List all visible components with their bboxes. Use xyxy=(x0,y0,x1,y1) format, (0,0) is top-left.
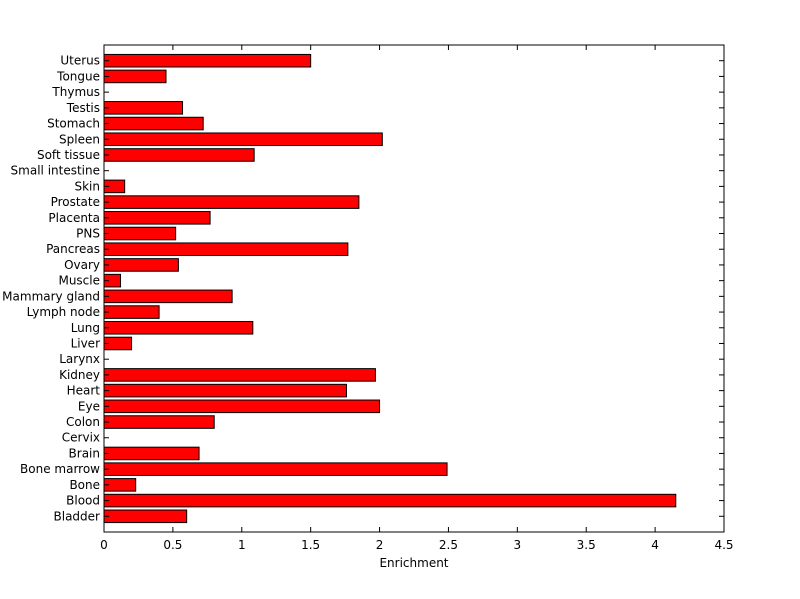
bar-lung xyxy=(103,320,254,335)
bar-spleen xyxy=(103,132,383,147)
x-tick-label: 1.5 xyxy=(301,538,320,552)
y-tick-label: Testis xyxy=(66,101,100,115)
x-tick-label: 0.5 xyxy=(163,538,182,552)
x-tick-label: 2 xyxy=(376,538,384,552)
y-tick-label: Uterus xyxy=(60,54,100,68)
x-axis: 0 0.5 1 1.5 2 2.5 3 3.5 4 4.5 xyxy=(100,45,734,552)
bar-uterus xyxy=(103,53,312,68)
y-tick-label: Small intestine xyxy=(11,164,100,178)
bar-kidney xyxy=(103,368,376,382)
bar-ovary xyxy=(103,258,179,272)
x-tick-label: 4.5 xyxy=(714,538,733,552)
y-tick-label: Eye xyxy=(78,399,100,413)
y-tick-label: Bone marrow xyxy=(20,462,100,476)
y-tick-label: Colon xyxy=(66,415,100,429)
bar-heart xyxy=(103,383,347,398)
y-tick-label: Larynx xyxy=(59,352,100,366)
y-tick-label: Ovary xyxy=(64,258,100,272)
bar-blood xyxy=(103,493,677,508)
bar-prostate xyxy=(103,195,360,209)
bar-brain xyxy=(103,446,200,461)
y-tick-label: Bone xyxy=(69,478,100,492)
bar-colon xyxy=(103,415,215,429)
bar-eye xyxy=(103,399,381,414)
bar-pns xyxy=(103,226,177,241)
y-tick-label: Placenta xyxy=(48,211,100,225)
bar-lymph-node xyxy=(103,305,160,319)
y-tick-label: Pancreas xyxy=(46,242,100,256)
y-tick-label: Muscle xyxy=(58,274,100,288)
bar-placenta xyxy=(103,211,211,225)
y-tick-label: Soft tissue xyxy=(37,148,100,162)
y-tick-label: PNS xyxy=(76,227,100,241)
bar-tongue xyxy=(103,69,167,84)
y-tick-label: Blood xyxy=(66,494,100,508)
x-tick-label: 0 xyxy=(100,538,108,552)
y-tick-label: Prostate xyxy=(51,195,100,209)
y-tick-label: Bladder xyxy=(54,509,101,523)
bars-group xyxy=(103,53,677,524)
y-tick-label: Lymph node xyxy=(27,305,100,319)
x-tick-label: 4 xyxy=(651,538,659,552)
y-tick-label: Skin xyxy=(74,179,100,193)
bar-bladder xyxy=(103,509,188,524)
bar-stomach xyxy=(103,116,204,131)
x-tick-label: 3 xyxy=(514,538,522,552)
bar-testis xyxy=(103,101,184,115)
y-tick-label: Stomach xyxy=(47,117,100,131)
y-tick-label: Lung xyxy=(71,321,100,335)
y-tick-label: Thymus xyxy=(51,85,100,99)
y-tick-label: Kidney xyxy=(59,368,100,382)
y-tick-label: Liver xyxy=(71,336,101,350)
y-tick-label: Brain xyxy=(69,446,100,460)
x-tick-label: 3.5 xyxy=(577,538,596,552)
y-tick-label: Spleen xyxy=(59,132,100,146)
bar-soft-tissue xyxy=(103,148,255,162)
y-tick-label: Heart xyxy=(67,384,101,398)
x-tick-label: 1 xyxy=(238,538,246,552)
x-tick-label: 2.5 xyxy=(439,538,458,552)
plot-area xyxy=(103,44,725,533)
x-axis-label: Enrichment xyxy=(379,556,448,570)
y-tick-label: Cervix xyxy=(62,431,100,445)
bar-bone-marrow xyxy=(103,462,448,476)
y-tick-label: Mammary gland xyxy=(2,289,100,303)
bar-mammary-gland xyxy=(103,289,233,304)
bar-pancreas xyxy=(103,242,349,257)
y-tick-label: Tongue xyxy=(56,69,100,83)
